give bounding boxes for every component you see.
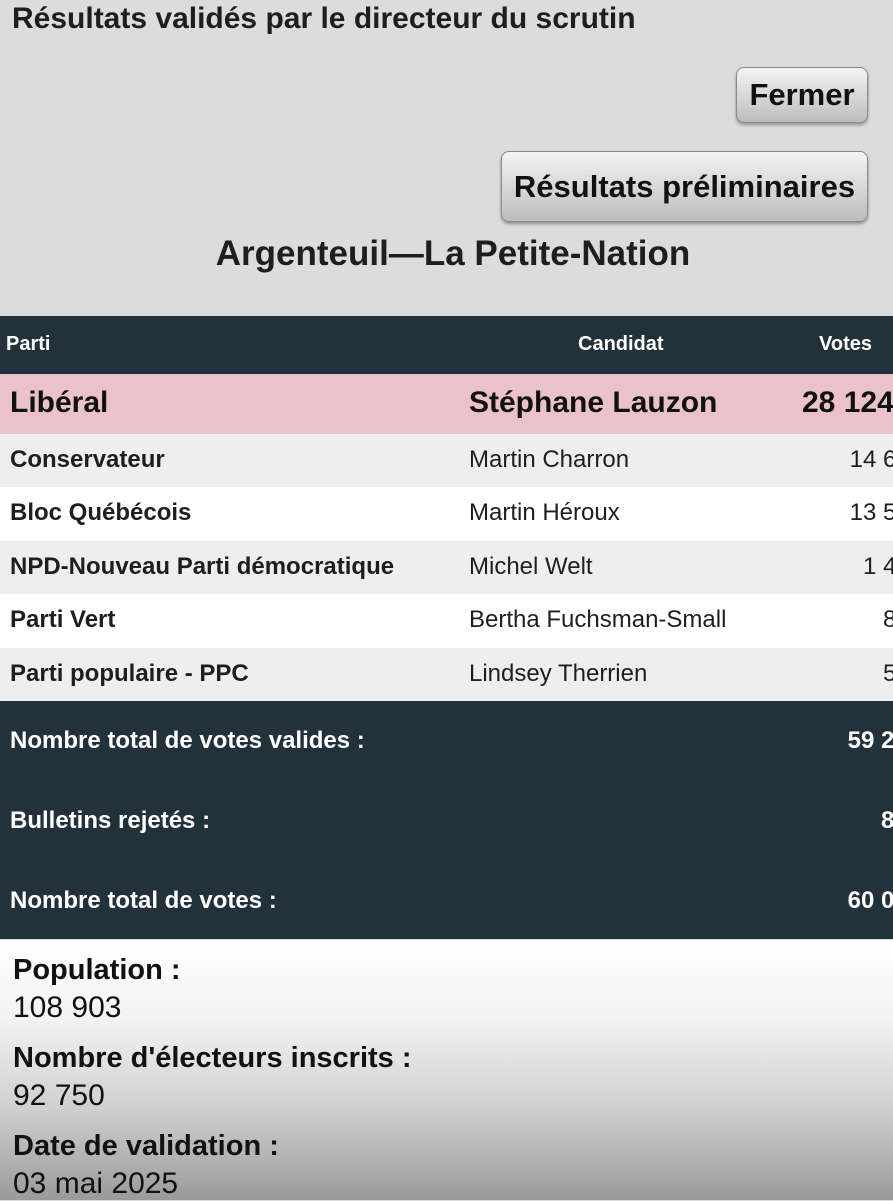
riding-info: Population : 108 903 Nombre d'électeurs …: [0, 940, 893, 1200]
column-header-votes: Votes: [819, 333, 872, 355]
table-header: Parti Candidat Votes: [0, 316, 893, 374]
page-header: Résultats validés par le directeur du sc…: [0, 0, 893, 316]
table-row: Conservateur Martin Charron 14 697: [0, 434, 893, 488]
validation-date-value: 03 mai 2025: [13, 1167, 179, 1200]
row-votes: 586: [882, 659, 893, 687]
row-party: Parti Vert: [10, 606, 116, 634]
preliminary-results-button[interactable]: Résultats préliminaires: [501, 151, 868, 222]
totals-section: Nombre total de votes valides : 59 233 B…: [0, 700, 893, 939]
riding-name: Argenteuil—La Petite-Nation: [215, 234, 691, 273]
winner-votes: 28 124: [802, 386, 893, 419]
results-table: Parti Candidat Votes Libéral Stéphane La…: [0, 316, 893, 939]
rejected-ballots-value: 828: [880, 806, 893, 834]
table-row: Parti populaire - PPC Lindsey Therrien 5…: [0, 647, 893, 701]
row-votes: 1 499: [862, 552, 893, 580]
valid-votes-label: Nombre total de votes valides :: [10, 726, 365, 754]
winner-row: Libéral Stéphane Lauzon 28 124: [0, 374, 893, 434]
total-votes-label: Nombre total de votes :: [10, 886, 277, 914]
validation-date-label: Date de validation :: [13, 1130, 279, 1162]
total-votes-value: 60 061: [847, 886, 893, 914]
row-party: Bloc Québécois: [10, 499, 192, 527]
rejected-ballots-label: Bulletins rejetés :: [10, 806, 211, 834]
row-candidate: Bertha Fuchsman-Small: [469, 606, 727, 634]
table-row: Parti Vert Bertha Fuchsman-Small 807: [0, 594, 893, 648]
row-votes: 807: [882, 606, 893, 634]
registered-electors-label: Nombre d'électeurs inscrits :: [13, 1042, 412, 1074]
valid-votes-value: 59 233: [847, 726, 893, 754]
page-title: Résultats validés par le directeur du sc…: [12, 2, 636, 35]
winner-candidate: Stéphane Lauzon: [469, 386, 718, 419]
column-header-candidate: Candidat: [578, 333, 664, 355]
column-header-party: Parti: [6, 333, 51, 355]
row-votes: 13 520: [849, 499, 893, 527]
table-row: Bloc Québécois Martin Héroux 13 520: [0, 487, 893, 541]
winner-party: Libéral: [10, 386, 109, 419]
row-candidate: Lindsey Therrien: [469, 659, 648, 687]
row-votes: 14 697: [849, 446, 893, 473]
row-party: Parti populaire - PPC: [10, 659, 249, 687]
row-candidate: Martin Héroux: [469, 499, 620, 527]
population-value: 108 903: [13, 991, 122, 1024]
registered-electors-value: 92 750: [13, 1079, 105, 1112]
row-party: NPD-Nouveau Parti démocratique: [10, 552, 395, 580]
close-button[interactable]: Fermer: [736, 67, 868, 123]
row-candidate: Michel Welt: [469, 552, 593, 580]
table-row: NPD-Nouveau Parti démocratique Michel We…: [0, 540, 893, 595]
population-label: Population :: [13, 954, 181, 986]
row-candidate: Martin Charron: [469, 446, 630, 473]
row-party: Conservateur: [10, 446, 165, 473]
